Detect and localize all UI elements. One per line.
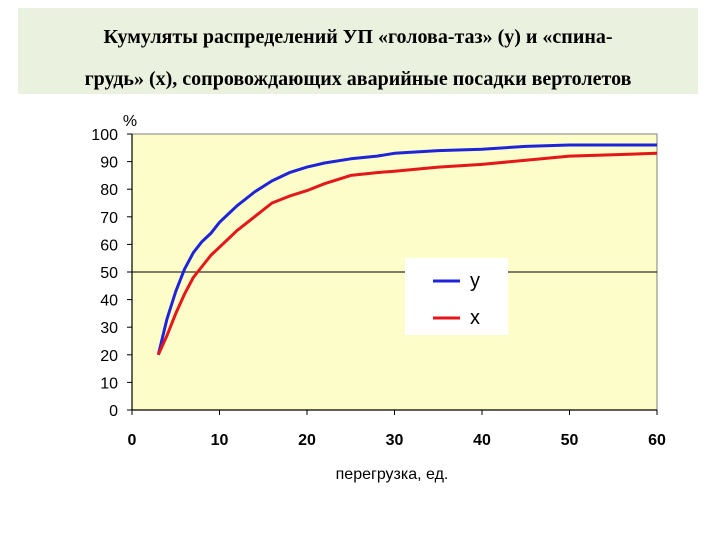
- x-tick-label: 10: [211, 432, 229, 449]
- y-tick-label: 10: [100, 375, 118, 392]
- y-tick-label: 20: [100, 348, 118, 365]
- legend-box: [405, 258, 508, 335]
- y-tick-label: 40: [100, 293, 118, 310]
- y-tick-label: 30: [100, 320, 118, 337]
- series-line-y: [156, 143, 657, 356]
- y-tick-label: 80: [100, 182, 118, 199]
- chart-title-line-1: Кумуляты распределений УП «голова-таз» (…: [103, 26, 613, 48]
- y-tick-label: 60: [100, 237, 118, 254]
- y-tick-label: 50: [100, 265, 118, 282]
- y-axis-label: %: [123, 113, 137, 130]
- legend-label-x: x: [470, 307, 480, 329]
- series-line-x: [156, 151, 658, 356]
- x-tick-label: 20: [298, 432, 316, 449]
- x-tick-label: 30: [386, 432, 404, 449]
- y-tick-label: 100: [91, 127, 118, 144]
- x-axis-label: перегрузка, ед.: [336, 466, 449, 483]
- y-tick-label: 70: [100, 210, 118, 227]
- y-tick-label: 0: [109, 403, 118, 420]
- x-tick-label: 50: [561, 432, 579, 449]
- x-tick-label: 0: [128, 432, 137, 449]
- title-box: Кумуляты распределений УП «голова-таз» (…: [18, 8, 698, 94]
- legend-label-y: y: [470, 270, 480, 292]
- chart-title-line-2: грудь» (x), сопровождающих аварийные пос…: [84, 68, 632, 90]
- x-tick-label: 40: [473, 432, 491, 449]
- y-tick-label: 90: [100, 155, 118, 172]
- x-tick-label: 60: [648, 432, 666, 449]
